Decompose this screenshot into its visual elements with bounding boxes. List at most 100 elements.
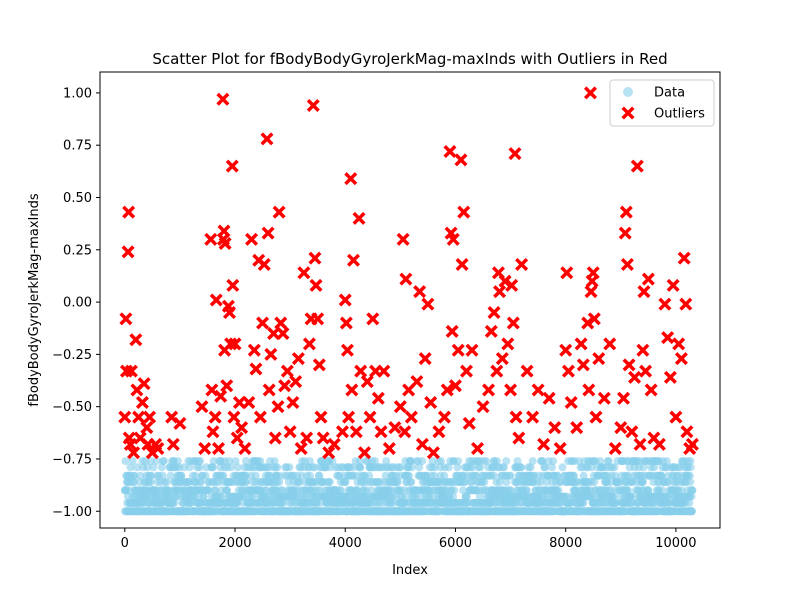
data-point xyxy=(209,463,217,472)
data-point xyxy=(579,471,588,480)
outlier-point xyxy=(658,297,672,311)
outlier-point xyxy=(374,425,388,439)
data-point xyxy=(146,457,155,466)
data-point xyxy=(157,463,166,472)
data-point xyxy=(538,457,547,466)
data-point xyxy=(444,463,453,472)
data-point xyxy=(262,486,271,495)
y-axis-label: fBodyBodyGyroJerkMag-maxInds xyxy=(27,193,42,406)
y-tick-label: −1.00 xyxy=(52,505,92,520)
x-tick-label: 4000 xyxy=(329,536,362,551)
outlier-point xyxy=(314,410,328,424)
data-point xyxy=(353,486,362,495)
outlier-point xyxy=(124,364,138,378)
y-tick-label: 0.00 xyxy=(63,296,92,311)
outlier-point xyxy=(560,266,574,280)
outlier-point xyxy=(471,442,485,456)
outlier-point xyxy=(205,383,219,397)
data-point xyxy=(295,478,304,486)
outlier-point xyxy=(173,416,187,430)
outlier-point xyxy=(218,237,232,251)
outlier-point xyxy=(448,379,462,393)
outlier-layer xyxy=(118,86,699,460)
outlier-point xyxy=(195,400,209,414)
x-tick-label: 2000 xyxy=(218,536,251,551)
outlier-point xyxy=(366,312,380,326)
data-point xyxy=(270,457,279,466)
data-point xyxy=(242,457,250,466)
outlier-point xyxy=(506,316,520,330)
outlier-point xyxy=(652,437,666,451)
data-point xyxy=(196,478,205,486)
data-point xyxy=(536,478,545,486)
outlier-point xyxy=(122,205,136,219)
x-tick-label: 10000 xyxy=(655,536,696,551)
outlier-point xyxy=(685,437,699,451)
outlier-point xyxy=(247,343,261,357)
data-point xyxy=(381,471,390,480)
data-point xyxy=(186,498,195,507)
data-point xyxy=(397,492,406,501)
outlier-point xyxy=(339,316,353,330)
data-point xyxy=(688,486,697,495)
outlier-point xyxy=(311,312,325,326)
y-tick-label: 0.75 xyxy=(63,139,92,154)
outlier-point xyxy=(666,278,680,292)
data-point xyxy=(126,463,135,472)
data-point xyxy=(677,486,686,495)
data-point xyxy=(418,457,427,466)
outlier-point xyxy=(630,159,644,173)
data-point xyxy=(233,463,242,472)
outlier-point xyxy=(335,425,349,439)
data-point xyxy=(396,463,405,472)
outlier-point xyxy=(592,352,606,366)
data-point xyxy=(130,471,139,480)
outlier-point xyxy=(515,257,529,271)
data-point xyxy=(554,486,563,495)
y-tick-label: −0.75 xyxy=(52,452,92,467)
data-point xyxy=(315,471,324,480)
outlier-point xyxy=(537,437,551,451)
y-tick-label: 0.50 xyxy=(63,191,92,206)
outlier-point xyxy=(257,257,271,271)
data-point xyxy=(685,471,694,480)
data-point xyxy=(574,457,583,466)
data-point xyxy=(365,471,374,480)
outlier-point xyxy=(232,395,246,409)
outlier-point xyxy=(276,326,290,340)
data-point xyxy=(657,471,666,480)
outlier-point xyxy=(208,410,222,424)
outlier-point xyxy=(308,251,322,265)
data-point xyxy=(688,507,696,516)
outlier-point xyxy=(274,316,288,330)
data-point xyxy=(548,463,556,472)
outlier-point xyxy=(440,383,454,397)
outlier-point xyxy=(663,370,677,384)
data-point xyxy=(542,478,551,486)
data-point xyxy=(502,478,511,486)
data-point xyxy=(306,471,314,480)
outlier-point xyxy=(608,442,622,456)
data-point xyxy=(644,486,653,495)
outlier-point xyxy=(132,410,146,424)
data-point xyxy=(658,486,667,495)
outlier-point xyxy=(487,306,501,320)
outlier-point xyxy=(216,92,230,106)
data-point xyxy=(285,463,294,472)
data-point xyxy=(428,457,437,466)
y-tick-label: 0.25 xyxy=(63,243,92,258)
data-point xyxy=(196,457,205,466)
data-point xyxy=(556,498,565,507)
data-point xyxy=(391,492,400,501)
outlier-point xyxy=(628,370,642,384)
data-point xyxy=(541,463,549,472)
y-tick-label: 1.00 xyxy=(63,86,92,101)
data-point xyxy=(404,471,413,480)
outlier-point xyxy=(382,442,396,456)
outlier-point xyxy=(129,333,143,347)
data-point xyxy=(472,471,481,480)
outlier-point xyxy=(437,410,451,424)
legend-box xyxy=(609,79,715,127)
outlier-point xyxy=(457,205,471,219)
data-point xyxy=(199,492,208,501)
